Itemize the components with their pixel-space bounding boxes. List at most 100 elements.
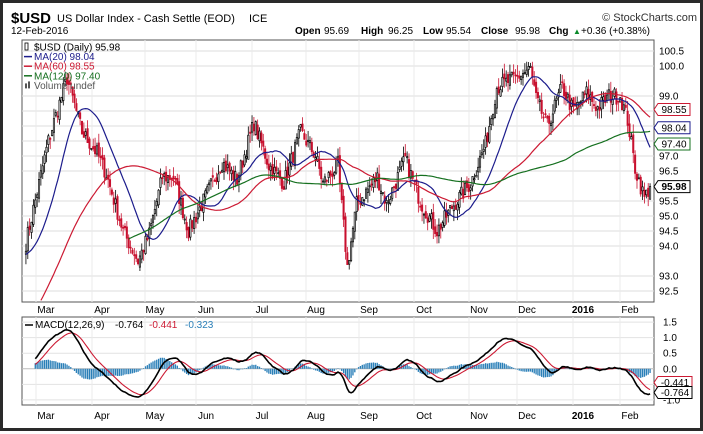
candle-body: [60, 97, 63, 103]
macd-hist-bar: [636, 368, 638, 378]
price-y-tick-label: 99.0: [659, 92, 679, 103]
macd-hist-bar: [314, 368, 317, 371]
macd-hist-bar: [129, 368, 132, 374]
candle-body: [454, 204, 457, 210]
candle-body: [409, 170, 412, 179]
macd-value: -0.764: [115, 320, 144, 331]
price-y-tick-label: 94.0: [659, 242, 679, 253]
macd-hist-bar: [458, 364, 461, 369]
macd-hist-bar: [376, 362, 378, 369]
candle-body: [467, 184, 470, 192]
candle-body: [499, 89, 502, 97]
candle-body: [437, 224, 440, 237]
macd-hist-bar: [88, 368, 91, 380]
candle-body: [161, 177, 164, 180]
candle-body: [52, 118, 55, 133]
macd-hist-bar: [370, 362, 373, 369]
candle-body: [628, 123, 631, 138]
value-tag-label: 98.04: [661, 123, 686, 134]
candle-body: [34, 199, 37, 208]
macd-hist-bar: [202, 367, 205, 369]
price-y-tick-label: 100.5: [659, 47, 684, 58]
candle-body: [393, 186, 396, 189]
value-tag-box: [653, 137, 691, 151]
candle-body: [344, 216, 347, 252]
candle-body: [613, 88, 616, 97]
macd-hist-bar: [456, 365, 459, 369]
candle-body: [647, 187, 650, 197]
macd-hist-bar: [453, 365, 455, 369]
macd-hist-bar: [535, 368, 537, 375]
candle-body: [133, 254, 136, 257]
price-x-tick-label: Jul: [256, 305, 269, 316]
candle-body: [381, 192, 384, 194]
macd-x-tick-label: Dec: [518, 411, 536, 422]
candle-body: [523, 72, 526, 74]
macd-hist-bar: [548, 368, 550, 377]
macd-value-tag-label: -0.764: [661, 388, 690, 399]
macd-hist-bar: [161, 357, 164, 369]
candle-body: [213, 180, 216, 182]
macd-y-tick-label: -1.0: [663, 395, 681, 406]
macd-hist-bar: [232, 368, 235, 370]
candle-body: [310, 141, 313, 153]
candle-body: [193, 217, 196, 229]
candle-body: [333, 172, 336, 176]
candle-body: [82, 131, 85, 138]
candle-body: [56, 115, 59, 118]
macd-hist-bar: [329, 368, 332, 373]
macd-hist-bar: [552, 368, 554, 376]
macd-hist-bar: [412, 368, 414, 369]
macd-hist-bar: [34, 363, 36, 369]
candle-body: [260, 132, 263, 144]
candle-body: [495, 88, 498, 109]
candle-body: [230, 169, 233, 175]
macd-hist-bar: [468, 365, 470, 369]
candle-body: [234, 171, 237, 181]
candle-body: [512, 71, 515, 75]
candle-body: [473, 178, 476, 181]
price-x-tick-label: Nov: [470, 305, 488, 316]
macd-hist-bar: [441, 368, 444, 371]
macd-hist-bar: [486, 363, 489, 369]
macd-hist-bar: [303, 364, 306, 369]
candle-body: [378, 173, 381, 191]
macd-hist-bar: [443, 368, 446, 370]
ma20-line: [25, 76, 651, 255]
candle-body: [137, 258, 140, 265]
macd-hist-bar: [70, 367, 72, 369]
candle-body: [101, 154, 104, 160]
macd-hist-bar: [539, 368, 541, 376]
macd-hist-bar: [591, 368, 593, 370]
candle-body: [269, 165, 272, 171]
macd-value-tag-box: [653, 386, 693, 400]
macd-hist-bar: [191, 368, 193, 375]
macd-hist-bar: [172, 363, 175, 369]
candle-body: [131, 249, 134, 254]
candle-body: [217, 173, 220, 182]
macd-hist-bar: [305, 365, 307, 369]
candle-body: [550, 122, 553, 127]
candle-body: [592, 104, 596, 106]
price-y-tick-label: 95.5: [659, 197, 679, 208]
candle-body: [493, 104, 496, 118]
price-x-tick-label: Feb: [621, 305, 639, 316]
macd-hist-bar: [247, 366, 249, 369]
macd-hist-bar: [440, 368, 442, 372]
macd-hist-bar: [299, 363, 302, 369]
macd-hist-bar: [223, 365, 225, 369]
close-label: Close: [481, 26, 509, 37]
price-x-tick-label: Aug: [307, 305, 325, 316]
macd-hist-bar: [542, 368, 545, 378]
candle-body: [110, 189, 113, 195]
candle-body: [318, 158, 321, 169]
candle-body: [460, 186, 463, 195]
candle-body: [649, 186, 652, 200]
candle-body: [559, 84, 562, 93]
macd-hist-bar: [116, 368, 119, 376]
candle-body: [267, 163, 270, 171]
macd-hist-bar: [496, 361, 498, 369]
macd-hist-bar: [55, 361, 57, 369]
macd-hist-bar: [298, 364, 300, 369]
